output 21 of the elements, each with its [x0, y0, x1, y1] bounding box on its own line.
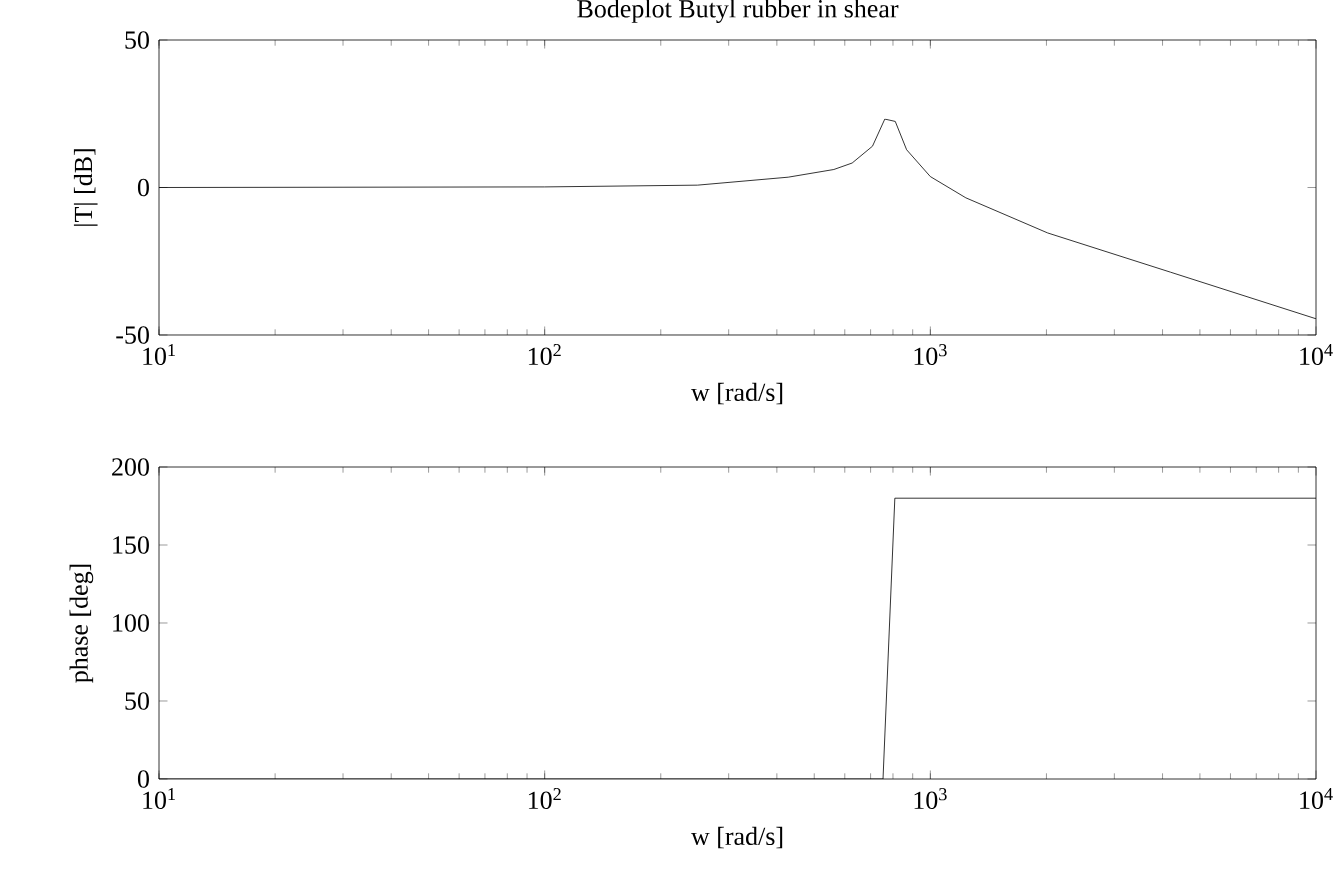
y-tick-label: 200 — [112, 458, 149, 476]
y-tick-label: -50 — [116, 326, 149, 344]
y-tick-label: 50 — [125, 31, 149, 49]
x-tick-label: 10$^{3}$ — [914, 788, 947, 810]
x-axis-title: w [rad/s] — [690, 826, 783, 849]
x-tick-label: 10$^{1}$ — [143, 344, 175, 366]
x-tick-label: 10$^{1}$ — [143, 788, 175, 810]
x-tick-label: 10$^{2}$ — [528, 344, 561, 366]
y-tick-label: 0 — [137, 178, 149, 197]
chart-title: Bodeplot Butyl rubber in shear — [577, 0, 899, 23]
y-tick-label: 50 — [125, 692, 149, 710]
x-tick-label: 10$^{3}$ — [914, 344, 947, 366]
y-axis-title: |T| [dB] — [73, 149, 98, 226]
y-tick-label: 100 — [113, 614, 149, 632]
x-axis-title: w [rad/s] — [690, 382, 783, 405]
y-tick-label: 150 — [113, 536, 149, 554]
y-tick-label: 0 — [137, 770, 149, 788]
x-tick-label: 10$^{2}$ — [528, 788, 561, 810]
x-tick-label: 10$^{4}$ — [1300, 788, 1333, 810]
y-axis-title: phase [deg] — [69, 564, 94, 683]
x-tick-label: 10$^{4}$ — [1300, 344, 1333, 365]
